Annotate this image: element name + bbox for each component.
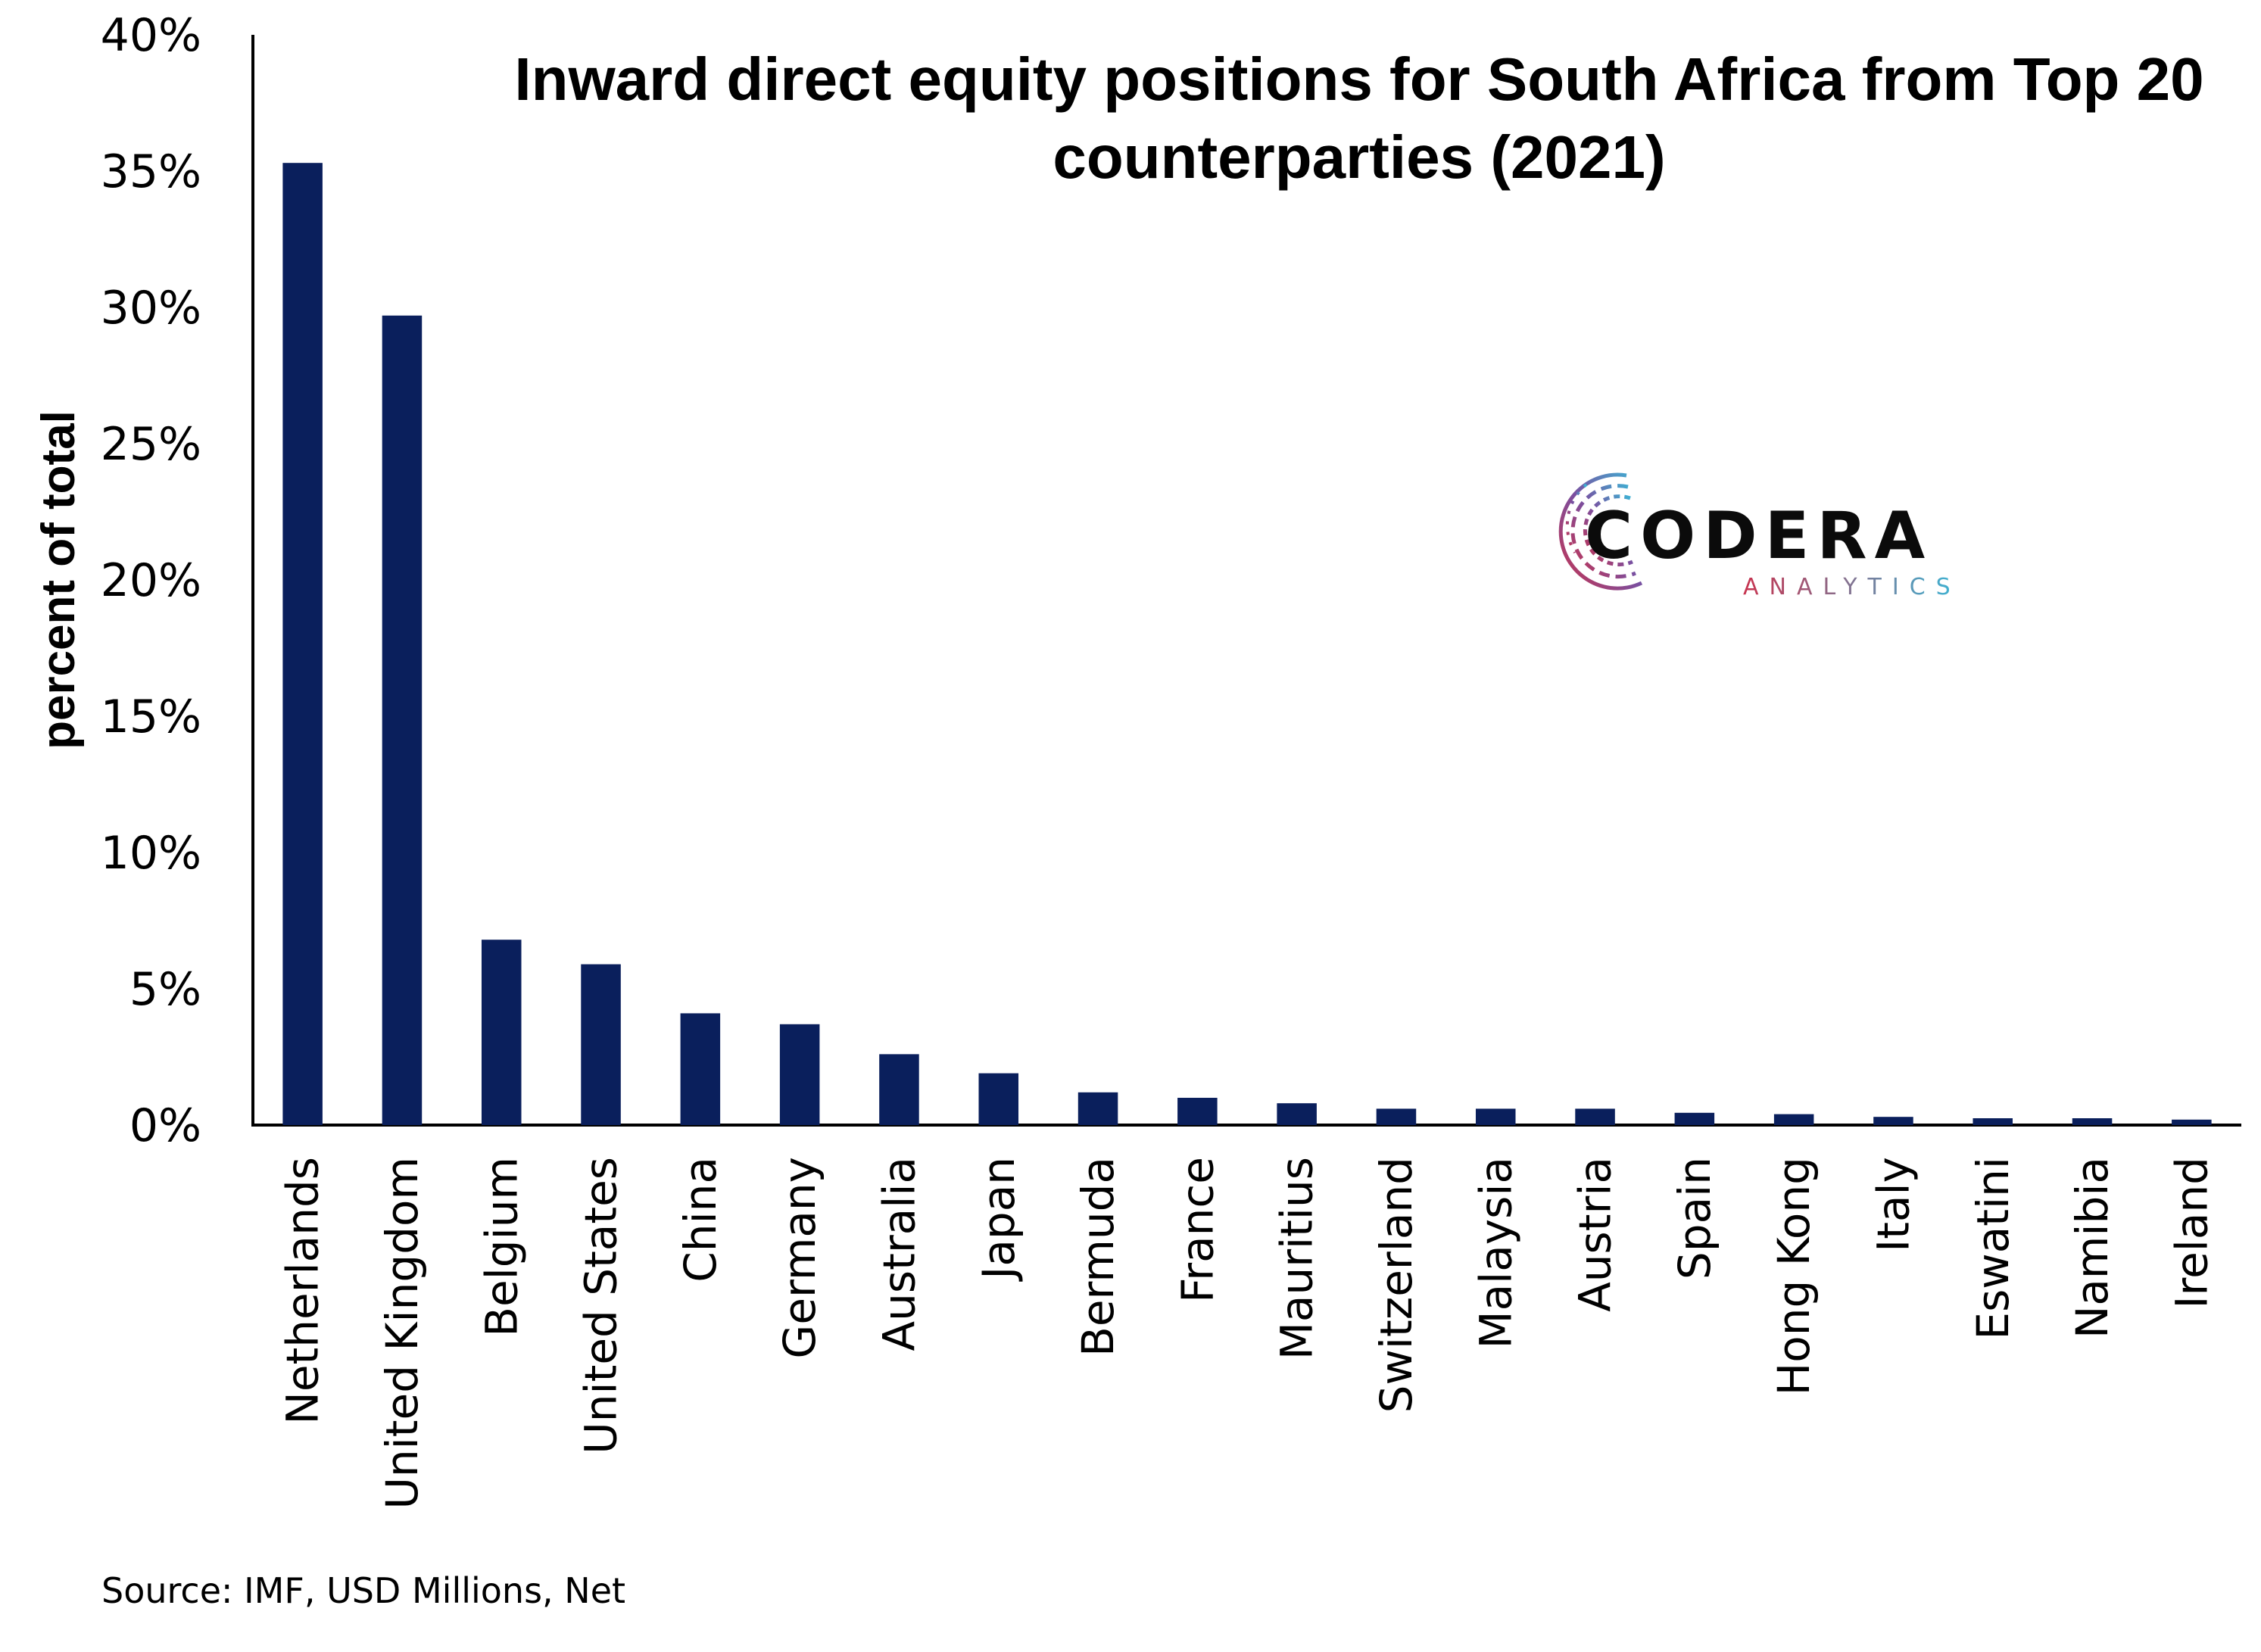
bar <box>1873 1117 1913 1125</box>
y-tick-label: 25% <box>101 418 201 471</box>
x-tick-label: Italy <box>1867 1157 1919 1252</box>
bar <box>1973 1118 2013 1125</box>
bar <box>1077 1092 1118 1125</box>
x-tick-label: Hong Kong <box>1768 1157 1820 1395</box>
x-tick-labels: Netherlands United Kingdom Belgium United S… <box>277 1157 2218 1510</box>
y-tick-label: 0% <box>129 1099 201 1152</box>
chart-title-line-2: counterparties (2021) <box>1053 123 1665 191</box>
x-tick-label: Germany <box>774 1157 825 1359</box>
y-tick-label: 35% <box>101 145 201 198</box>
bar <box>1376 1108 1417 1125</box>
bars <box>282 163 2212 1126</box>
codera-logo: CODERA ANALYTICS <box>1558 472 1961 600</box>
y-tick-labels: 0% 5% 10% 15% 20% 25% 30% 35% 40% <box>101 9 201 1152</box>
y-tick-label: 30% <box>101 282 201 335</box>
y-tick-label: 40% <box>101 9 201 62</box>
x-tick-label: Namibia <box>2066 1157 2118 1339</box>
x-tick-label: Austria <box>1570 1157 1621 1312</box>
x-tick-label: Mauritius <box>1271 1157 1323 1360</box>
bar <box>282 163 323 1126</box>
bar <box>879 1054 919 1125</box>
bar <box>779 1024 820 1125</box>
x-tick-label: Australia <box>873 1157 925 1351</box>
chart-title-line-1: Inward direct equity positions for South… <box>514 45 2203 113</box>
y-axis-label: percent of total <box>33 410 85 750</box>
x-tick-label: Eswatini <box>1967 1157 2019 1340</box>
logo-sub-text: ANALYTICS <box>1743 574 1961 600</box>
y-tick-label: 15% <box>101 690 201 743</box>
x-tick-label: Japan <box>973 1157 1024 1282</box>
x-tick-label: China <box>675 1157 726 1283</box>
bar <box>978 1073 1019 1125</box>
bar <box>2072 1118 2113 1125</box>
bar <box>581 964 621 1125</box>
y-tick-label: 20% <box>101 554 201 607</box>
y-tick-label: 5% <box>129 963 201 1016</box>
bar <box>1773 1114 1814 1125</box>
bar <box>680 1013 721 1125</box>
bar <box>382 315 423 1125</box>
x-tick-label: Bermuda <box>1072 1157 1124 1357</box>
bar <box>1475 1108 1516 1125</box>
bar <box>481 940 522 1125</box>
x-tick-label: France <box>1171 1157 1223 1303</box>
y-tick-label: 10% <box>101 827 201 880</box>
logo-ring-icon <box>1558 472 1643 591</box>
bar <box>1575 1108 1615 1125</box>
bar <box>1277 1103 1317 1125</box>
x-tick-label: Switzerland <box>1371 1157 1422 1413</box>
logo-main-text: CODERA <box>1585 498 1932 574</box>
bar <box>1674 1112 1715 1125</box>
x-tick-label: Malaysia <box>1470 1157 1521 1348</box>
x-tick-label: Belgium <box>476 1157 527 1337</box>
x-tick-label: Spain <box>1669 1157 1720 1280</box>
source-note: Source: IMF, USD Millions, Net <box>101 1570 625 1611</box>
x-tick-label: United Kingdom <box>376 1157 428 1510</box>
bar <box>2172 1119 2212 1125</box>
bar <box>1177 1098 1218 1125</box>
x-tick-label: Netherlands <box>277 1157 329 1425</box>
x-tick-label: United States <box>575 1157 627 1454</box>
x-tick-label: Ireland <box>2166 1157 2217 1309</box>
